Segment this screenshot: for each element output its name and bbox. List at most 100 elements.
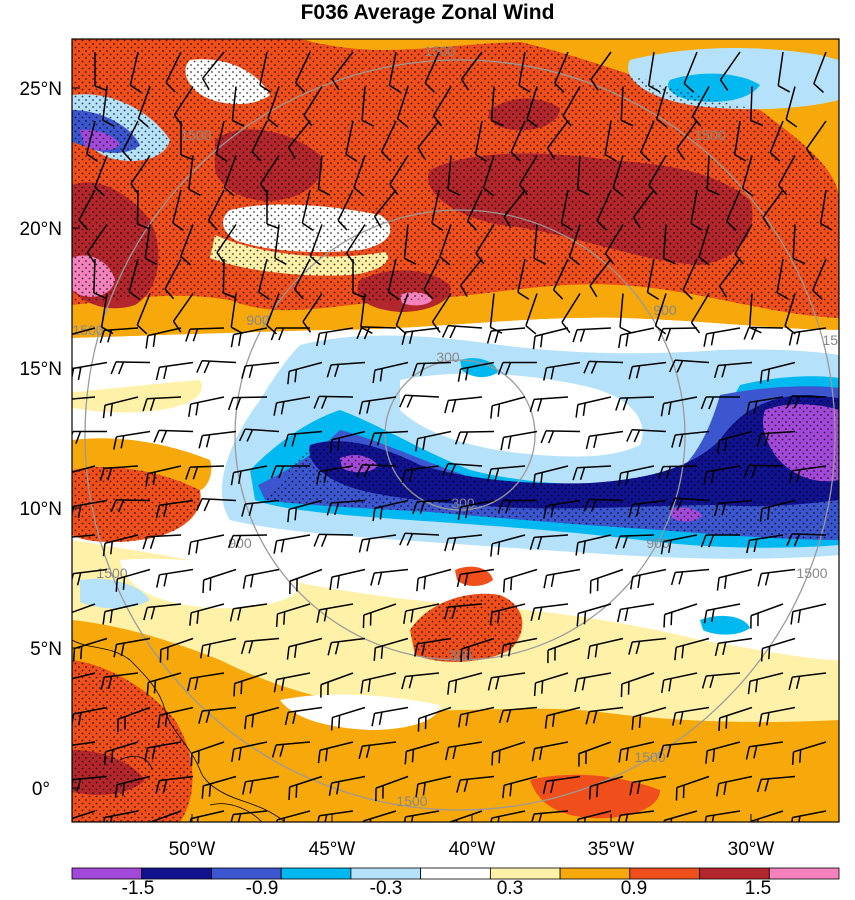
wind-barb (129, 51, 142, 93)
wind-barb (155, 499, 194, 519)
wind-barb (241, 361, 280, 379)
wind-barb (360, 672, 397, 694)
wind-barb (456, 568, 495, 588)
wind-barb (337, 189, 354, 231)
wind-barb (617, 603, 655, 623)
wind-barb (198, 706, 237, 724)
wind-barb (241, 499, 280, 517)
wind-barb (717, 430, 753, 454)
wind-barb (271, 741, 311, 758)
wind-barb (456, 775, 495, 793)
wind-barb (756, 430, 796, 447)
wind-barb (136, 189, 150, 230)
wind-barb (576, 603, 612, 627)
wind-barb (654, 293, 667, 335)
wind-barb (180, 224, 194, 266)
wind-barb (301, 189, 314, 231)
wind-barb (231, 741, 268, 763)
wind-barb (188, 396, 225, 418)
wind-barb (242, 568, 280, 589)
middle-yellow-strip (72, 380, 202, 413)
wind-barb (441, 462, 483, 477)
wind-barb (273, 396, 311, 416)
wind-barb (358, 396, 397, 415)
wind-barb (661, 672, 698, 694)
wind-barb (497, 361, 537, 375)
wind-barb (542, 775, 581, 795)
wind-barb (317, 741, 354, 764)
wind-barb (718, 258, 741, 298)
wind-barb (716, 568, 753, 591)
wind-barb (388, 51, 401, 93)
neg-white-inner (400, 373, 643, 457)
wind-barb (72, 810, 96, 820)
range-ring-label: 900 (246, 312, 270, 328)
wind-barb (660, 396, 698, 417)
wind-barb (490, 534, 526, 557)
wind-barb (659, 741, 698, 759)
wind-barb (110, 361, 151, 375)
stipple-south-west (72, 660, 193, 822)
west-orange-region-mid (72, 438, 212, 490)
wind-barb (196, 359, 237, 374)
stipple-north (72, 39, 839, 318)
wind-barb (259, 51, 272, 93)
wind-barb (358, 534, 397, 553)
wind-barb (718, 706, 753, 732)
plot-frame (71, 38, 840, 823)
wind-barb (578, 741, 612, 767)
wind-barb (632, 189, 655, 229)
wind-barb (270, 327, 310, 341)
wind-barb (447, 155, 461, 196)
wind-barb (626, 428, 667, 443)
wind-barb (353, 155, 366, 197)
colorbar-label-4: 0.3 (497, 878, 523, 899)
wind-barb (457, 361, 495, 382)
wind-barb (326, 361, 366, 378)
wind-barb (431, 293, 452, 333)
wind-barb (444, 534, 483, 552)
wind-barb (230, 465, 268, 486)
wind-barb (94, 52, 108, 92)
wind-barb (327, 637, 366, 656)
wind-barb (146, 672, 182, 696)
range-ring-label: 1500 (96, 565, 127, 581)
wind-barb (78, 189, 96, 231)
wind-barb (615, 396, 655, 411)
wind-barb (431, 189, 444, 231)
wind-barb (587, 637, 624, 660)
wind-barb (189, 603, 225, 626)
wind-barb (561, 293, 581, 334)
wind-barb (240, 637, 280, 655)
wind-barb (698, 224, 710, 266)
wind-barb (102, 534, 139, 557)
wind-barb (604, 120, 617, 162)
wind-barb (454, 430, 495, 445)
wind-barb (102, 396, 139, 419)
wind-barb (628, 361, 667, 380)
wind-barb (401, 465, 440, 483)
wind-barb (201, 51, 225, 91)
wind-barb (188, 155, 201, 196)
wind-barb (326, 499, 366, 516)
wind-barb (72, 603, 96, 614)
wind-barb (533, 224, 547, 265)
wind-barb (786, 533, 827, 547)
wind-barb (786, 395, 827, 409)
wind-barb (674, 637, 710, 661)
range-ring-3 (84, 59, 836, 811)
wind-barb (283, 430, 323, 448)
wind-barb (714, 637, 753, 657)
wind-barb (145, 465, 182, 487)
wind-barb (401, 672, 440, 690)
coastline-3 (119, 756, 153, 771)
wind-barb (172, 293, 194, 333)
wind-barb (703, 327, 741, 347)
wind-barb (443, 603, 483, 620)
range-ring-label: 300 (451, 495, 475, 511)
wind-barb (576, 810, 612, 822)
wind-barb (330, 706, 366, 731)
wind-barb (403, 224, 417, 265)
wind-barb (631, 706, 667, 730)
wind-barb (543, 568, 581, 589)
